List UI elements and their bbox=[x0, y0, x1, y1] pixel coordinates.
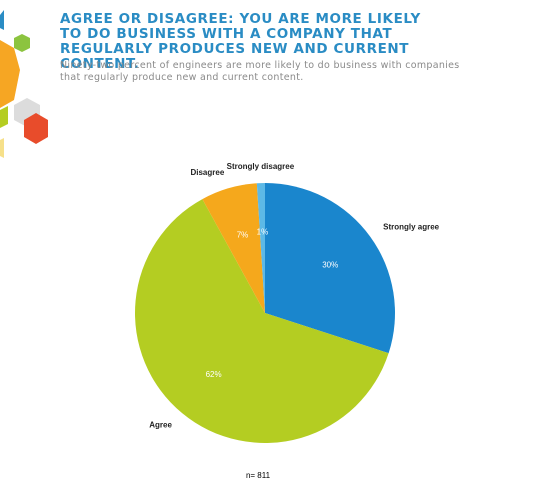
category-label: Disagree bbox=[190, 168, 224, 177]
data-label: 7% bbox=[237, 231, 249, 240]
pie-slice bbox=[202, 183, 265, 313]
data-label: 30% bbox=[322, 261, 338, 270]
chart-subtitle: Ninety-two percent of engineers are more… bbox=[60, 60, 460, 83]
data-label: 1% bbox=[257, 228, 269, 237]
pie-slice bbox=[135, 199, 389, 443]
category-label: Agree bbox=[149, 421, 172, 430]
decoration bbox=[0, 10, 48, 158]
footnote: n= 811 bbox=[246, 471, 271, 480]
category-label: Strongly agree bbox=[383, 222, 440, 231]
category-label: Strongly disagree bbox=[227, 162, 295, 171]
pie-slice bbox=[265, 183, 396, 354]
data-label: 62% bbox=[206, 370, 222, 379]
chart-title: AGREE OR DISAGREE: YOU ARE MORE LIKELY T… bbox=[60, 11, 421, 72]
pie-slice bbox=[256, 183, 265, 313]
